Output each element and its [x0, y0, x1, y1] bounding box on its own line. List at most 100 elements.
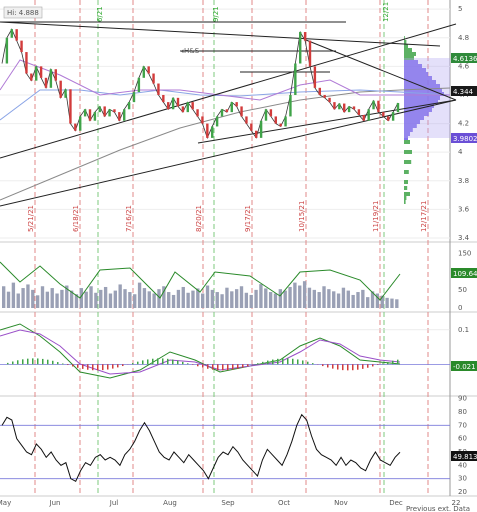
- x-month-label: Sep: [221, 499, 235, 507]
- volume-profile-bar: [404, 186, 408, 190]
- price-tag-lower-bg: [451, 133, 477, 143]
- price-candle: [25, 52, 28, 74]
- macd-histogram-bar: [177, 360, 179, 365]
- volume-bar: [336, 293, 341, 308]
- volume-bar: [390, 298, 394, 308]
- price-candle: [103, 106, 106, 117]
- volume-bar: [74, 294, 79, 308]
- date-marker-label: 10/15/21: [298, 201, 306, 232]
- volume-bar: [147, 291, 151, 308]
- price-candle: [303, 32, 307, 41]
- volume-profile-bar: [404, 44, 408, 48]
- macd-tag-bg: [451, 361, 477, 371]
- price-candle: [230, 102, 233, 113]
- x-month-label: Jul: [109, 499, 119, 507]
- price-candle: [113, 109, 116, 113]
- volume-profile-bar: [404, 48, 412, 52]
- volume-bar: [341, 287, 346, 308]
- volume-profile-bar: [404, 136, 408, 140]
- macd-histogram-bar: [42, 358, 44, 365]
- x-month-label: Aug: [163, 499, 177, 507]
- volume-profile-bar: [404, 100, 438, 104]
- volume-bar: [307, 287, 312, 308]
- price-candle: [108, 109, 111, 117]
- macd-histogram-bar: [392, 360, 394, 365]
- price-tag-last: 4.344: [453, 88, 474, 96]
- volume-bar: [11, 282, 16, 308]
- volume-bar: [16, 293, 20, 308]
- macd-histogram-bar: [157, 358, 159, 365]
- volume-bar: [259, 284, 263, 308]
- macd-histogram-bar: [22, 359, 24, 365]
- volume-bar: [35, 295, 40, 308]
- volume-bar: [50, 288, 54, 308]
- pattern-label: H&S: [184, 47, 200, 55]
- volume-bar: [225, 287, 229, 308]
- volume-profile-bar: [404, 196, 407, 200]
- volume-bar: [162, 286, 166, 308]
- quarter-marker-label: 9/21: [212, 6, 220, 22]
- volume-profile-bar: [404, 88, 442, 92]
- macd-histogram-bar: [327, 364, 329, 368]
- volume-bar: [395, 299, 399, 308]
- volume-profile-bar: [404, 120, 420, 124]
- footer-label: Previous ext. Data: [406, 505, 470, 512]
- macd-histogram-bar: [372, 364, 374, 367]
- volume-bar: [298, 285, 302, 308]
- volume-bar: [31, 289, 35, 308]
- price-candle: [279, 123, 282, 127]
- volume-bar: [6, 291, 11, 308]
- price-candle: [215, 116, 219, 127]
- macd-histogram-bar: [167, 358, 169, 365]
- volume-bar: [370, 291, 375, 308]
- volume-profile-bar: [404, 170, 409, 174]
- rsi-y-tick: 90: [458, 395, 467, 403]
- volume-bar: [366, 297, 370, 308]
- macd-histogram-bar: [352, 364, 354, 371]
- macd-histogram-bar: [377, 364, 379, 365]
- macd-histogram-bar: [387, 362, 389, 365]
- volume-profile-bar: [404, 192, 410, 196]
- price-candle: [59, 80, 62, 98]
- rsi-tag: 49.813: [453, 453, 477, 461]
- price-candle: [323, 94, 326, 98]
- volume-tag: 109.64: [453, 270, 477, 278]
- price-candle: [5, 37, 9, 64]
- macd-histogram-bar: [112, 364, 114, 369]
- price-candle: [259, 120, 263, 138]
- date-marker-label: 5/21/21: [27, 205, 35, 232]
- price-candle: [391, 112, 395, 121]
- date-marker-label: 11/19/21: [372, 201, 380, 232]
- rsi-y-tick: 20: [458, 488, 467, 496]
- volume-bar: [375, 293, 380, 308]
- macd-histogram-bar: [227, 364, 229, 371]
- macd-histogram-bar: [147, 359, 149, 365]
- price-candle: [162, 94, 165, 103]
- price-candle: [44, 77, 48, 88]
- volume-bar: [234, 289, 239, 308]
- rsi-y-tick: 30: [458, 475, 467, 483]
- price-line: [1, 28, 399, 139]
- volume-bar: [205, 285, 210, 308]
- macd-line: [0, 323, 401, 379]
- y-tick-label: 3.8: [458, 177, 469, 185]
- volume-bar: [361, 289, 365, 308]
- volume-bar: [108, 293, 113, 308]
- macd-histogram-bar: [97, 364, 99, 371]
- price-candle: [20, 40, 23, 53]
- ascending-channel-line: [0, 23, 457, 159]
- macd-histogram-bar: [332, 364, 334, 369]
- macd-histogram-bar: [307, 361, 309, 365]
- macd-histogram-bar: [27, 358, 29, 365]
- price-candle: [15, 29, 18, 41]
- price-candle: [250, 123, 253, 131]
- macd-histogram-bar: [382, 363, 384, 365]
- volume-bar: [60, 289, 64, 308]
- volume-bar: [113, 290, 117, 308]
- volume-profile-bar: [404, 180, 408, 184]
- price-candle: [338, 103, 341, 110]
- volume-bar: [264, 288, 268, 308]
- volume-bar: [89, 286, 93, 308]
- price-candle: [274, 116, 277, 124]
- macd-histogram-bar: [322, 364, 324, 367]
